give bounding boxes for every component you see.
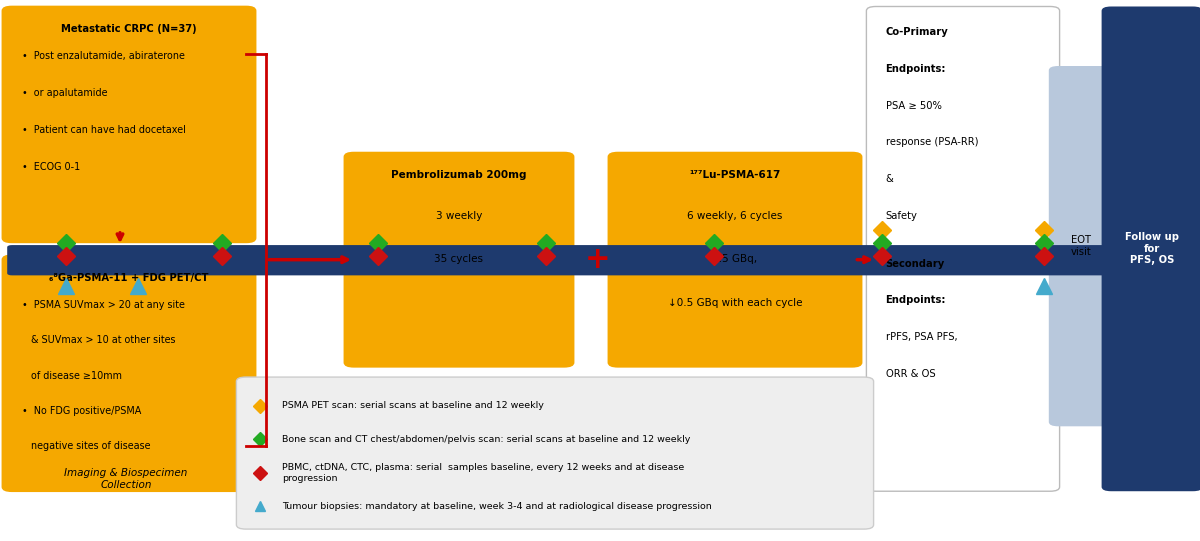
Text: Bone scan and CT chest/abdomen/pelvis scan: serial scans at baseline and 12 week: Bone scan and CT chest/abdomen/pelvis sc… — [282, 435, 690, 444]
Text: •  PSMA SUVmax > 20 at any site: • PSMA SUVmax > 20 at any site — [22, 300, 185, 310]
Text: &: & — [886, 174, 894, 184]
Text: •  or apalutamide: • or apalutamide — [22, 88, 107, 98]
Text: 8.5 GBq,: 8.5 GBq, — [713, 254, 757, 264]
FancyBboxPatch shape — [608, 153, 862, 367]
Text: ¹⁷⁷Lu-PSMA-617: ¹⁷⁷Lu-PSMA-617 — [689, 170, 781, 180]
Text: ↓0.5 GBq with each cycle: ↓0.5 GBq with each cycle — [667, 298, 803, 307]
FancyBboxPatch shape — [1102, 6, 1200, 491]
Text: rPFS, PSA PFS,: rPFS, PSA PFS, — [886, 332, 958, 342]
Text: ORR & OS: ORR & OS — [886, 369, 935, 379]
Text: Endpoints:: Endpoints: — [886, 295, 946, 305]
FancyBboxPatch shape — [2, 255, 256, 491]
Text: negative sites of disease: negative sites of disease — [22, 441, 150, 451]
FancyBboxPatch shape — [7, 245, 1199, 275]
Text: 3 weekly: 3 weekly — [436, 211, 482, 221]
Text: •  Post enzalutamide, abiraterone: • Post enzalutamide, abiraterone — [22, 51, 185, 61]
Text: response (PSA-RR): response (PSA-RR) — [886, 137, 978, 147]
Text: PBMC, ctDNA, CTC, plasma: serial  samples baseline, every 12 weeks and at diseas: PBMC, ctDNA, CTC, plasma: serial samples… — [282, 463, 684, 483]
Text: PSMA PET scan: serial scans at baseline and 12 weekly: PSMA PET scan: serial scans at baseline … — [282, 401, 544, 410]
Text: ₆⁸Ga-PSMA-11 + FDG PET/CT: ₆⁸Ga-PSMA-11 + FDG PET/CT — [49, 273, 209, 283]
Text: •  ECOG 0-1: • ECOG 0-1 — [22, 162, 80, 171]
Text: Tumour biopsies: mandatory at baseline, week 3-4 and at radiological disease pro: Tumour biopsies: mandatory at baseline, … — [282, 502, 712, 511]
FancyBboxPatch shape — [2, 6, 256, 242]
FancyBboxPatch shape — [866, 6, 1060, 491]
FancyBboxPatch shape — [1049, 66, 1114, 426]
Text: Co-Primary: Co-Primary — [886, 27, 948, 37]
Text: •  Patient can have had docetaxel: • Patient can have had docetaxel — [22, 125, 186, 135]
Text: Metastatic CRPC (N=37): Metastatic CRPC (N=37) — [61, 24, 197, 34]
FancyBboxPatch shape — [236, 377, 874, 529]
Text: & SUVmax > 10 at other sites: & SUVmax > 10 at other sites — [22, 335, 175, 345]
Text: +: + — [584, 245, 611, 274]
Text: •  No FDG positive/PSMA: • No FDG positive/PSMA — [22, 406, 140, 415]
Text: Secondary: Secondary — [886, 259, 944, 268]
Text: Follow up
for
PFS, OS: Follow up for PFS, OS — [1126, 232, 1178, 266]
Text: Imaging & Biospecimen
Collection: Imaging & Biospecimen Collection — [65, 468, 187, 490]
FancyBboxPatch shape — [344, 153, 574, 367]
Text: Pembrolizumab 200mg: Pembrolizumab 200mg — [391, 170, 527, 180]
Text: EOT
visit: EOT visit — [1070, 235, 1092, 257]
Text: Endpoints:: Endpoints: — [886, 64, 946, 74]
Text: 6 weekly, 6 cycles: 6 weekly, 6 cycles — [688, 211, 782, 221]
Text: Safety: Safety — [886, 211, 918, 221]
Text: of disease ≥10mm: of disease ≥10mm — [22, 371, 121, 380]
Text: PSA ≥ 50%: PSA ≥ 50% — [886, 101, 942, 110]
Text: 35 cycles: 35 cycles — [434, 254, 484, 264]
